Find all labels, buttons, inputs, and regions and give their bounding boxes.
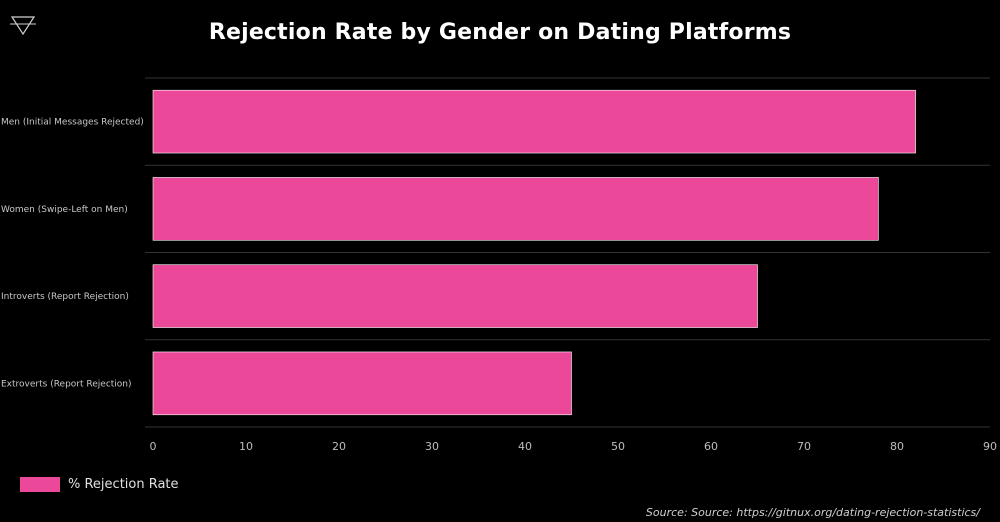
bar xyxy=(152,264,758,328)
category-label: Women (Swipe-Left on Men) xyxy=(1,205,128,215)
x-tick-label: 20 xyxy=(332,440,346,453)
bars xyxy=(152,89,916,416)
chart-title: Rejection Rate by Gender on Dating Platf… xyxy=(208,20,792,45)
triangle-down-icon xyxy=(10,16,36,36)
bar xyxy=(152,351,572,416)
legend-label: % Rejection Rate xyxy=(68,476,179,492)
x-tick-labels: 0 10 20 30 40 50 60 70 80 90 xyxy=(150,440,998,453)
x-tick-label: 60 xyxy=(704,440,718,453)
category-label: Men (Initial Messages Rejected) xyxy=(1,118,144,128)
category-labels: Men (Initial Messages Rejected) Women (Sw… xyxy=(1,118,144,390)
category-label: Introverts (Report Rejection) xyxy=(1,292,129,302)
x-tick-label: 70 xyxy=(797,440,811,453)
category-label: Extroverts (Report Rejection) xyxy=(1,379,132,389)
x-tick-label: 0 xyxy=(150,440,157,453)
x-tick-label: 10 xyxy=(239,440,253,453)
bar xyxy=(152,89,916,154)
x-tick-label: 80 xyxy=(890,440,904,453)
x-tick-label: 50 xyxy=(611,440,625,453)
source-note: Source: Source: https://gitnux.org/datin… xyxy=(645,506,980,519)
grid-lines xyxy=(145,77,990,428)
legend-swatch xyxy=(20,476,60,492)
x-tick-label: 30 xyxy=(425,440,439,453)
legend: % Rejection Rate xyxy=(20,475,179,493)
bar xyxy=(152,177,879,241)
x-tick-label: 90 xyxy=(983,440,997,453)
x-tick-label: 40 xyxy=(518,440,532,453)
